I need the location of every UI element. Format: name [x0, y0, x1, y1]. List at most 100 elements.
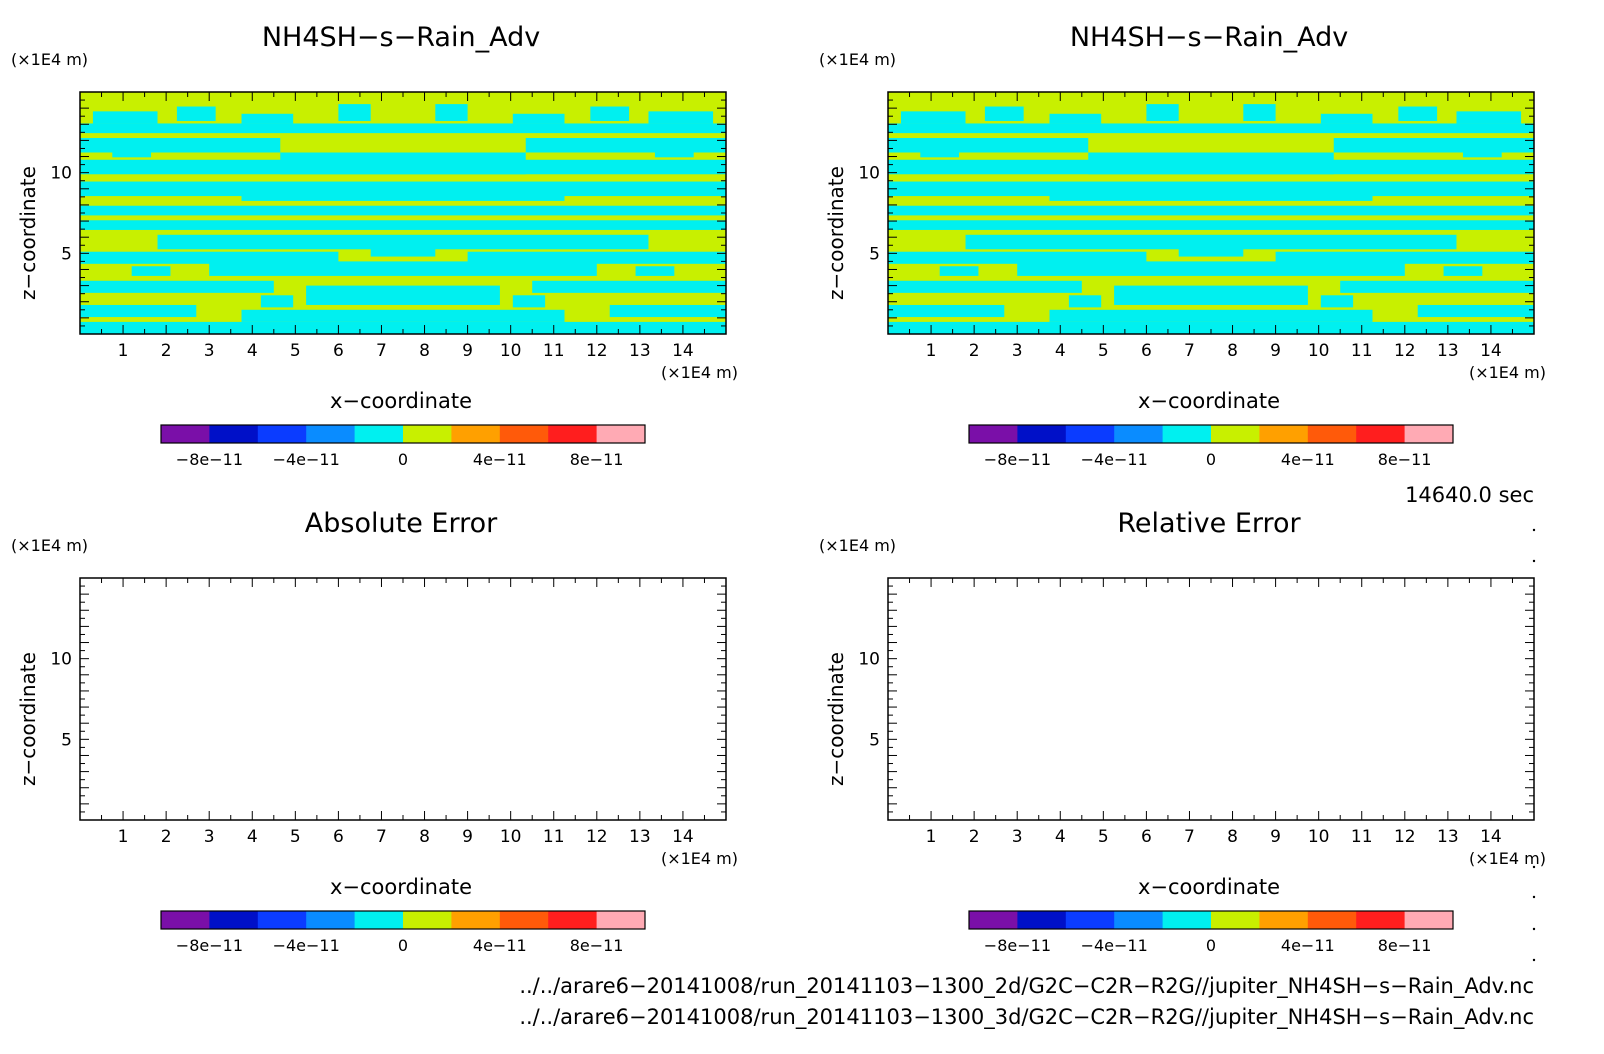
field-band: [1443, 266, 1483, 276]
x-tick-label: 3: [204, 827, 215, 847]
colorbar-swatch: [969, 425, 1018, 443]
colorbar-swatch: [1259, 425, 1309, 443]
field-band: [112, 150, 152, 158]
x-tick-label: 6: [333, 341, 344, 361]
colorbar-swatch: [596, 911, 646, 929]
x-unit-label: (×1E4 m): [661, 363, 738, 382]
field-band: [1049, 113, 1102, 124]
colorbar: −8e−11 −4e−11 0 4e−11 8e−11: [160, 910, 646, 955]
x-unit-label: (×1E4 m): [661, 849, 738, 868]
field-band: [1114, 285, 1308, 305]
colorbar-swatch: [354, 425, 404, 443]
field-band: [209, 261, 597, 276]
colorbar-swatch: [1065, 911, 1115, 929]
colorbar-swatch: [1307, 911, 1357, 929]
x-tick-label: 14: [672, 827, 694, 847]
x-axis-label: x−coordinate: [330, 875, 472, 899]
x-tick-label: 1: [926, 827, 937, 847]
x-tick-label: 6: [1141, 341, 1152, 361]
field-band: [241, 309, 565, 322]
field-band: [888, 304, 1005, 318]
field-band: [1333, 137, 1534, 153]
colorbar-swatch: [1065, 425, 1115, 443]
x-axis-label: x−coordinate: [1138, 875, 1280, 899]
x-tick-label: 6: [333, 827, 344, 847]
field-band: [512, 113, 565, 124]
field-band: [900, 111, 966, 124]
field-band: [306, 285, 500, 305]
colorbar-tick-label: −4e−11: [273, 450, 340, 469]
colorbar-frame: [160, 910, 646, 930]
colorbar-swatch: [1211, 911, 1260, 929]
field-band: [80, 280, 274, 293]
y-tick-label: 10: [858, 164, 880, 184]
colorbar-tick-label: 4e−11: [1281, 936, 1335, 955]
x-tick-label: 12: [586, 341, 608, 361]
colorbar-tick-label: −8e−11: [176, 450, 243, 469]
colorbar: −8e−11 −4e−11 0 4e−11 8e−11: [160, 424, 646, 469]
contour-field: [80, 92, 726, 334]
colorbar-frame: [968, 910, 1454, 930]
x-tick-label: 2: [969, 827, 980, 847]
colorbar-tick-label: 8e−11: [1378, 450, 1432, 469]
colorbar-swatch: [1404, 425, 1454, 443]
colorbar-swatch: [451, 911, 501, 929]
field-band: [370, 237, 436, 257]
y-unit-label: (×1E4 m): [819, 536, 896, 555]
field-band: [435, 104, 468, 122]
colorbar-tick-label: 8e−11: [570, 450, 624, 469]
field-band: [1068, 295, 1102, 308]
x-tick-label: 2: [161, 827, 172, 847]
colorbar-tick-label: −8e−11: [176, 936, 243, 955]
field-band: [1462, 150, 1502, 158]
x-unit-label: (×1E4 m): [1469, 363, 1546, 382]
field-band: [1417, 304, 1534, 318]
y-unit-label: (×1E4 m): [819, 50, 896, 69]
colorbar-tick-label: −8e−11: [984, 450, 1051, 469]
colorbar-tick-label: −4e−11: [1081, 450, 1148, 469]
y-tick-label: 5: [61, 730, 72, 750]
field-band: [80, 304, 197, 318]
field-band: [260, 295, 294, 308]
field-band: [525, 137, 726, 153]
colorbar-swatch: [1162, 911, 1212, 929]
colorbar-swatch: [209, 425, 259, 443]
colorbar-tick-label: 4e−11: [1281, 450, 1335, 469]
colorbar-tick-label: 0: [1206, 936, 1216, 955]
field-band: [532, 280, 726, 293]
field-band: [1049, 188, 1373, 201]
colorbar-swatch: [1162, 425, 1212, 443]
y-axis-label: z−coordinate: [824, 652, 848, 786]
field-band: [648, 111, 714, 124]
x-tick-label: 1: [118, 827, 129, 847]
x-tick-label: 5: [1098, 827, 1109, 847]
x-tick-label: 2: [161, 341, 172, 361]
field-band: [1146, 104, 1179, 122]
x-tick-label: 10: [1308, 341, 1330, 361]
chart-title: NH4SH−s−Rain_Adv: [1070, 22, 1348, 53]
x-tick-label: 7: [376, 827, 387, 847]
colorbar-swatch: [257, 425, 307, 443]
x-tick-label: 9: [1270, 341, 1281, 361]
x-tick-label: 13: [1437, 827, 1459, 847]
field-band: [80, 137, 281, 153]
y-tick-label: 10: [858, 650, 880, 670]
colorbar-swatch: [596, 425, 646, 443]
field-band: [888, 220, 1534, 230]
colorbar-swatch: [161, 425, 210, 443]
colorbar-swatch: [1356, 911, 1406, 929]
y-axis-label: z−coordinate: [16, 166, 40, 300]
y-tick-label: 5: [869, 730, 880, 750]
y-tick-label: 10: [50, 650, 72, 670]
colorbar-swatch: [257, 911, 307, 929]
colorbar-swatch: [548, 425, 598, 443]
contour-field: [888, 92, 1534, 334]
x-tick-label: 7: [1184, 827, 1195, 847]
x-tick-label: 10: [500, 341, 522, 361]
x-tick-label: 13: [629, 827, 651, 847]
x-axis-label: x−coordinate: [330, 389, 472, 413]
colorbar: −8e−11 −4e−11 0 4e−11 8e−11: [968, 424, 1454, 469]
